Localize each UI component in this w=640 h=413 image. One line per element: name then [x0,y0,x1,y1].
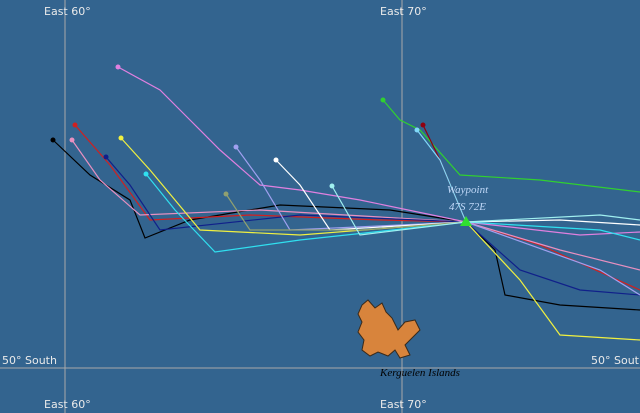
track [74,124,640,291]
track [275,159,640,231]
track [416,129,467,223]
track [52,139,640,311]
island-label: Kerguelen Islands [379,367,460,379]
track [117,66,640,236]
island [357,299,421,359]
parallel-label: 50° South [591,354,640,367]
start-dot [420,122,426,128]
meridian-label: East 70° [380,398,427,411]
track [145,173,640,253]
start-dot [50,137,56,143]
meridian-label: East 70° [380,5,427,18]
meridian-label: East 60° [44,398,91,411]
track-starts [50,64,426,197]
track [71,139,640,271]
waypoint-label: Waypoint [447,184,489,196]
start-dot [223,191,229,197]
start-dot [115,64,121,70]
waypoint-position: 47S 72E [449,201,486,213]
start-dot [414,127,420,133]
track [105,156,640,296]
start-dot [72,122,78,128]
track [235,146,640,296]
track [225,193,467,231]
waypoint-marker [460,216,472,226]
start-dot [143,171,149,177]
track [382,99,640,193]
start-dot [118,135,124,141]
start-dot [273,157,279,163]
start-dot [329,183,335,189]
start-dot [233,144,239,150]
start-dot [69,137,75,143]
start-dot [103,154,109,160]
meridian-label: East 60° [44,5,91,18]
start-dot [380,97,386,103]
parallel-label: 50° South [2,354,57,367]
